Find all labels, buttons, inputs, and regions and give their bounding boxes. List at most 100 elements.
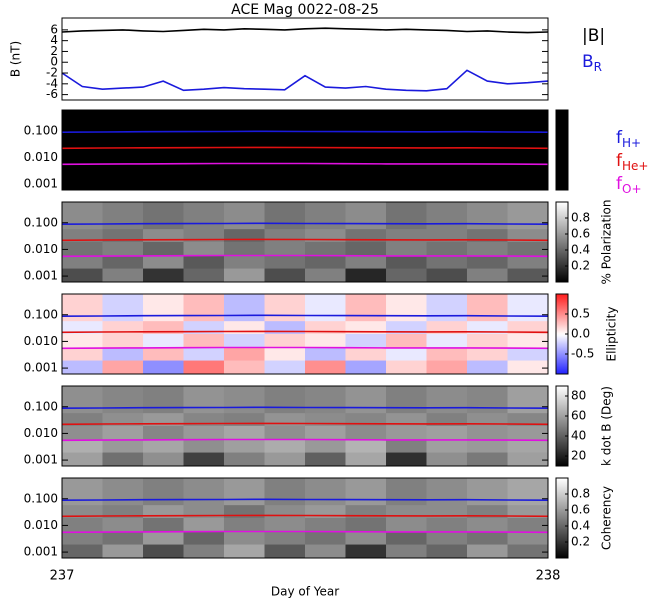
heatmap-cell bbox=[264, 386, 306, 414]
colorbar-segment bbox=[556, 318, 568, 321]
heatmap-cell bbox=[62, 110, 103, 138]
colorbar-tick-label: 20 bbox=[571, 449, 586, 463]
heatmap-cell bbox=[386, 544, 427, 559]
colorbar-segment bbox=[556, 422, 568, 425]
heatmap-cell bbox=[264, 439, 306, 453]
heatmap-cell bbox=[183, 136, 225, 150]
colorbar-segment bbox=[556, 524, 568, 527]
heatmap-cell bbox=[143, 202, 184, 230]
colorbar-segment bbox=[556, 324, 568, 327]
x-tick-label: 237 bbox=[50, 569, 75, 584]
heatmap-cell bbox=[466, 347, 509, 361]
colorbar-segment bbox=[556, 280, 568, 283]
colorbar-segment bbox=[556, 502, 568, 505]
colorbar-segment bbox=[556, 340, 568, 343]
colorbar-segment bbox=[556, 352, 568, 355]
heatmap-cell bbox=[143, 255, 184, 269]
colorbar-segment bbox=[556, 344, 568, 347]
heatmap-cell bbox=[183, 425, 225, 440]
heatmap-cell bbox=[466, 255, 509, 269]
colorbar-segment bbox=[556, 216, 568, 219]
heatmap-cell bbox=[62, 386, 103, 414]
heatmap-cell bbox=[426, 439, 468, 453]
heatmap-cell bbox=[62, 202, 103, 230]
colorbar-segment bbox=[556, 540, 568, 543]
heatmap-cell bbox=[305, 320, 346, 334]
heatmap-cell bbox=[386, 517, 427, 532]
colorbar-segment bbox=[556, 298, 568, 301]
colorbar-segment bbox=[556, 300, 568, 303]
heatmap-cell bbox=[507, 452, 549, 467]
heatmap-cell bbox=[345, 517, 387, 532]
heatmap-cell bbox=[426, 136, 468, 150]
heatmap-cell bbox=[102, 360, 144, 375]
chart-title: ACE Mag 0022-08-25 bbox=[231, 2, 379, 18]
colorbar-segment bbox=[556, 258, 568, 261]
colorbar-segment bbox=[556, 212, 568, 215]
heatmap-cell bbox=[305, 478, 346, 506]
heatmap-cell bbox=[426, 110, 468, 138]
colorbar-segment bbox=[556, 398, 568, 401]
heatmap-cell bbox=[183, 544, 225, 559]
heatmap-cell bbox=[386, 241, 427, 256]
colorbar-tick-label: -0.5 bbox=[571, 347, 594, 361]
heatmap-cell bbox=[102, 136, 144, 150]
colorbar-frame bbox=[555, 201, 569, 283]
heatmap-cell bbox=[183, 386, 225, 414]
heatmap-cell bbox=[102, 294, 144, 322]
series-line bbox=[61, 314, 549, 317]
colorbar-segment bbox=[556, 204, 568, 207]
heatmap-cell bbox=[386, 149, 427, 164]
heatmap-cell bbox=[345, 163, 387, 177]
colorbar-frame bbox=[555, 385, 569, 467]
colorbar-segment bbox=[556, 498, 568, 501]
heatmap-cell bbox=[183, 163, 225, 177]
heatmap-cell bbox=[264, 320, 306, 334]
heatmap-cell bbox=[345, 149, 387, 164]
colorbar-segment bbox=[556, 478, 568, 481]
heatmap-cell bbox=[143, 241, 184, 256]
heatmap-cell bbox=[102, 452, 144, 467]
colorbar-segment bbox=[556, 176, 568, 179]
colorbar-segment bbox=[556, 362, 568, 365]
heatmap-cell bbox=[426, 320, 468, 334]
heatmap-cell bbox=[223, 531, 266, 545]
colorbar-segment bbox=[556, 414, 568, 417]
colorbar-segment bbox=[556, 164, 568, 167]
heatmap-cell bbox=[345, 333, 387, 348]
colorbar-segment bbox=[556, 270, 568, 273]
heatmap-cell bbox=[305, 544, 346, 559]
colorbar-segment bbox=[556, 430, 568, 433]
series-line bbox=[61, 222, 549, 225]
heatmap-cell bbox=[507, 136, 549, 150]
heatmap-cell bbox=[426, 504, 468, 518]
heatmap-cell bbox=[345, 255, 387, 269]
heatmap-cell bbox=[466, 517, 509, 532]
colorbar-segment bbox=[556, 234, 568, 237]
heatmap-cell bbox=[223, 360, 266, 375]
colorbar-tick-label: 0.4 bbox=[571, 243, 590, 257]
heatmap-cell bbox=[305, 241, 346, 256]
colorbar-segment bbox=[556, 302, 568, 305]
heatmap-cell bbox=[183, 504, 225, 518]
colorbar-segment bbox=[556, 132, 568, 135]
heatmap-cell bbox=[62, 347, 103, 361]
colorbar-segment bbox=[556, 546, 568, 549]
y-tick-label: 0.100 bbox=[24, 307, 58, 321]
colorbar-segment bbox=[556, 550, 568, 553]
colorbar-segment bbox=[556, 118, 568, 121]
legend-label: f bbox=[616, 151, 623, 171]
colorbar-segment bbox=[556, 326, 568, 329]
heatmap-cell bbox=[143, 176, 184, 191]
heatmap-cell bbox=[62, 136, 103, 150]
heatmap-cell bbox=[102, 149, 144, 164]
legend-entry: fH+ bbox=[616, 128, 641, 150]
heatmap-cell bbox=[305, 360, 346, 375]
heatmap-cell bbox=[345, 347, 387, 361]
colorbar-segment bbox=[556, 336, 568, 339]
heatmap-cell bbox=[305, 163, 346, 177]
colorbar-segment bbox=[556, 312, 568, 315]
heatmap-cell bbox=[507, 531, 549, 545]
heatmap-cell bbox=[466, 333, 509, 348]
colorbar-segment bbox=[556, 372, 568, 375]
